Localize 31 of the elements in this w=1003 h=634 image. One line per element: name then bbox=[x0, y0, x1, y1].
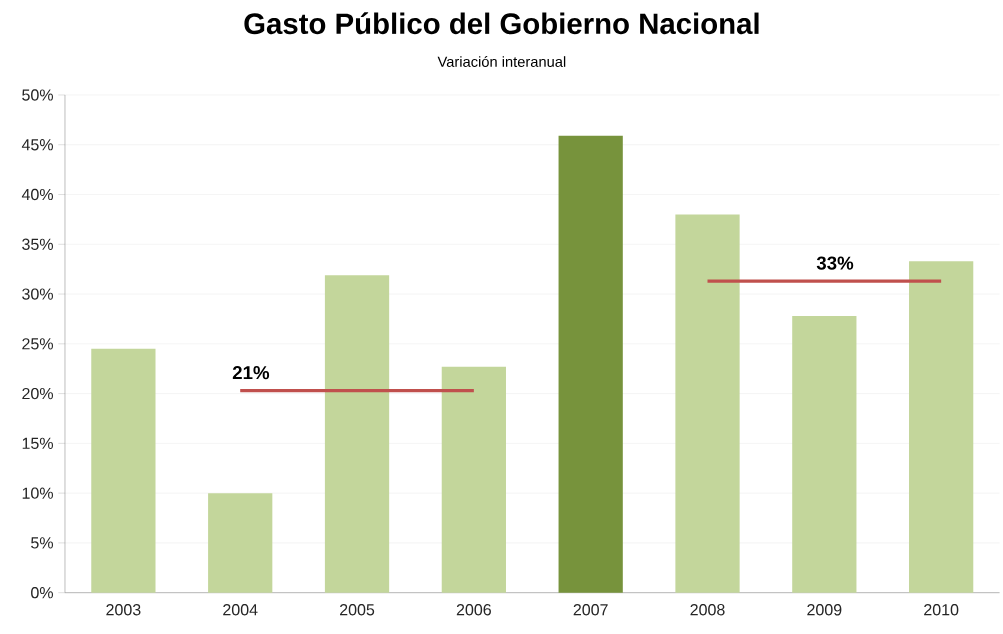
annotation: 33% bbox=[816, 256, 854, 270]
y-tick-label: 40% bbox=[21, 188, 53, 201]
chart-subtitle: Variación interanual bbox=[437, 56, 566, 68]
y-tick-label: 20% bbox=[22, 388, 53, 400]
bar bbox=[208, 493, 273, 593]
x-tick-label: 2008 bbox=[690, 604, 725, 616]
bar bbox=[675, 214, 740, 593]
bar bbox=[324, 275, 390, 593]
x-tick-label: 2009 bbox=[807, 604, 842, 616]
x-tick-label: 2010 bbox=[924, 604, 959, 616]
bar bbox=[792, 316, 857, 593]
y-tick-label: 50% bbox=[22, 89, 53, 101]
x-tick-label: 2003 bbox=[106, 604, 141, 616]
chart-title: Gasto Público del Gobierno Nacional bbox=[244, 12, 759, 35]
x-tick-label: 2005 bbox=[340, 604, 375, 616]
y-tick-label: 25% bbox=[22, 338, 53, 350]
bar bbox=[909, 261, 974, 593]
annotation: 21% bbox=[232, 366, 270, 380]
y-tick-label: 30% bbox=[22, 288, 53, 300]
y-tick-label: 10% bbox=[22, 487, 53, 499]
y-tick-label: 35% bbox=[22, 238, 53, 251]
x-tick-label: 2004 bbox=[223, 604, 258, 616]
bar bbox=[558, 135, 623, 593]
x-tick-label: 2007 bbox=[573, 604, 608, 616]
y-tick-label: 0% bbox=[31, 587, 53, 599]
x-tick-label: 2006 bbox=[456, 604, 491, 616]
y-tick-label: 5% bbox=[31, 537, 53, 549]
bar bbox=[91, 348, 156, 593]
y-tick-label: 15% bbox=[22, 437, 53, 450]
y-tick-label: 45% bbox=[21, 139, 53, 151]
bar bbox=[441, 366, 506, 593]
